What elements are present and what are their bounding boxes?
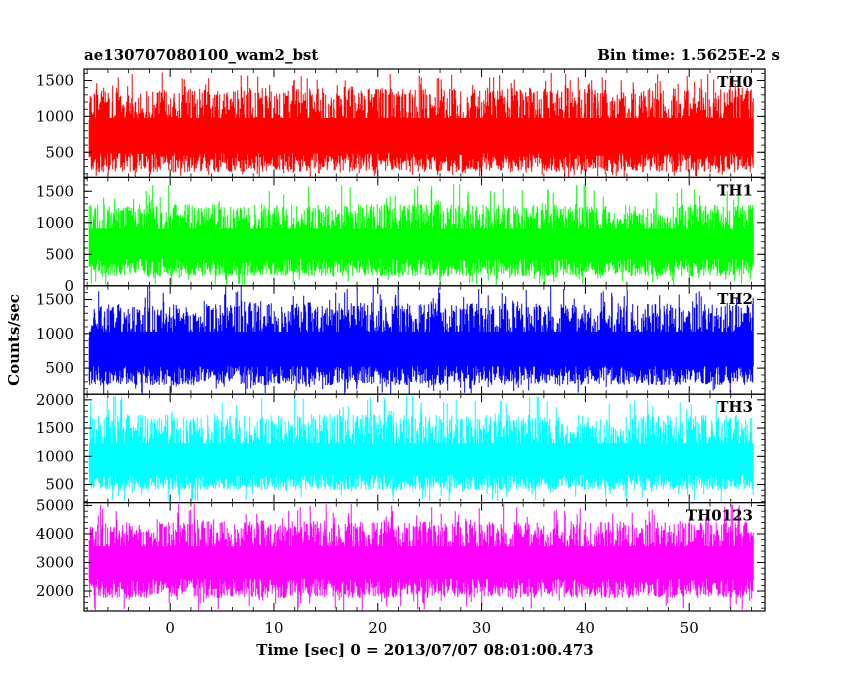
bin-time-label: Bin time: 1.5625E-2 s <box>597 46 780 64</box>
series-core-th3 <box>89 443 754 475</box>
y-tick-label: 500 <box>45 143 74 161</box>
y-tick-label: 1000 <box>36 447 74 465</box>
y-tick-label: 1000 <box>36 107 74 125</box>
panel-th2: 500 1000 1500 TH2 <box>36 285 766 395</box>
y-tick-label: 5000 <box>36 496 74 514</box>
panel-th0123: 2000 3000 4000 5000 TH0123 <box>36 496 766 612</box>
y-tick-label: 4000 <box>36 525 74 543</box>
y-tick-label: 1000 <box>36 325 74 343</box>
x-tick-label: 0 <box>165 619 175 637</box>
panel-label-th0123: TH0123 <box>686 507 753 525</box>
series-core-th1 <box>89 228 754 260</box>
x-tick-label: 50 <box>680 619 699 637</box>
y-tick-label: 500 <box>45 476 74 494</box>
panel-label-th3: TH3 <box>717 398 753 416</box>
y-tick-label: 1500 <box>36 182 74 200</box>
y-tick-label: 500 <box>45 245 74 263</box>
y-tick-label: 2000 <box>36 582 74 600</box>
panel-label-th2: TH2 <box>717 290 753 308</box>
x-tick-label: 10 <box>264 619 283 637</box>
series-core-th0 <box>89 117 754 154</box>
series-core-th2 <box>89 331 754 367</box>
panel-th0: 500 1000 1500 TH0 <box>36 68 766 179</box>
x-axis-label: Time [sec] 0 = 2013/07/07 08:01:00.473 <box>256 641 593 659</box>
panel-label-th1: TH1 <box>717 181 753 199</box>
series-core-th0123 <box>89 546 754 579</box>
y-axis-label: Counts/sec <box>5 294 23 386</box>
x-tick-label: 30 <box>472 619 491 637</box>
y-tick-label: 500 <box>45 359 74 377</box>
panel-label-th0: TH0 <box>717 73 753 91</box>
y-tick-label: 1000 <box>36 214 74 232</box>
y-tick-label: 0 <box>64 277 74 295</box>
y-tick-label: 1500 <box>36 419 74 437</box>
x-tick-label: 40 <box>576 619 595 637</box>
x-tick-label: 20 <box>368 619 387 637</box>
panel-th3: 500 1000 1500 2000 TH3 <box>36 391 766 504</box>
y-tick-label: 3000 <box>36 554 74 572</box>
chart-title: ae130707080100_wam2_bst <box>84 46 318 64</box>
y-tick-label: 1500 <box>36 291 74 309</box>
y-tick-label: 2000 <box>36 391 74 409</box>
y-tick-label: 1500 <box>36 71 74 89</box>
panel-th1: 0 500 1000 1500 TH1 <box>36 176 766 295</box>
